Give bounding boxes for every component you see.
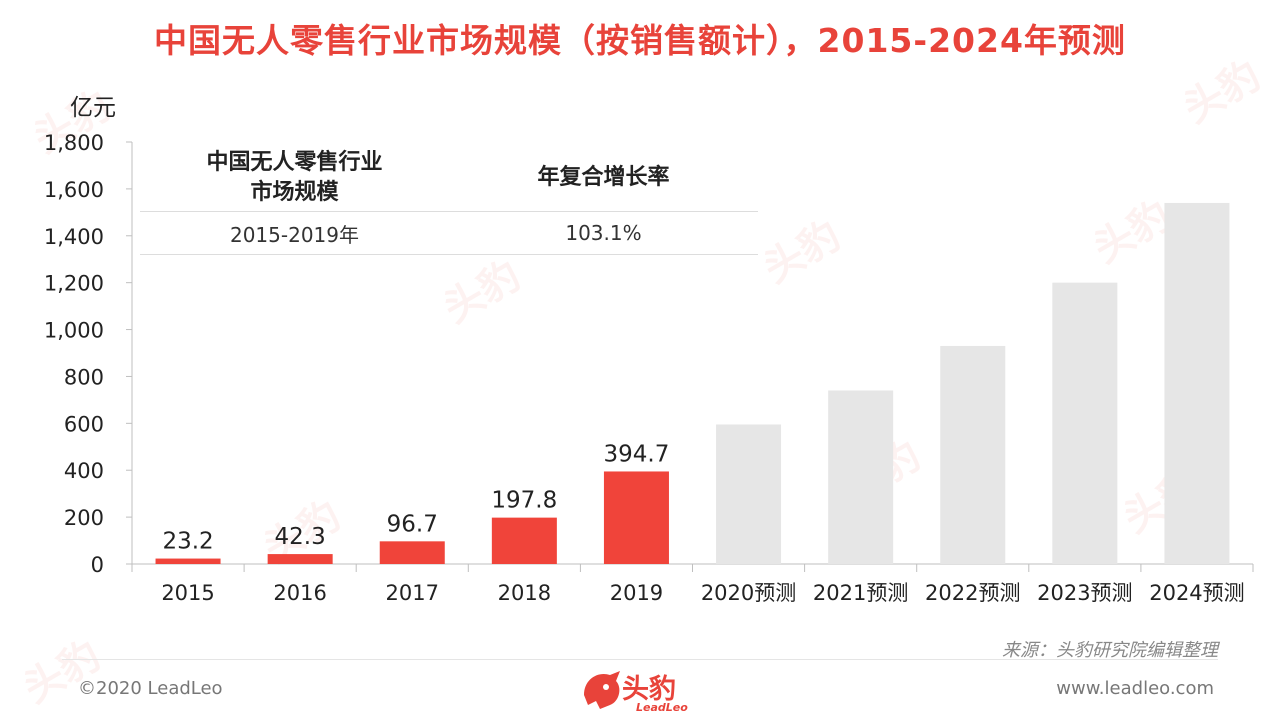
cagr-col2-header: 年复合增长率	[537, 165, 670, 190]
y-tick-label: 1,800	[44, 131, 104, 155]
source-note: 来源：头豹研究院编辑整理	[1002, 640, 1218, 661]
website-link[interactable]: www.leadleo.com	[1056, 678, 1214, 699]
x-category-label: 2022预测	[925, 581, 1020, 605]
y-tick-label: 1,000	[44, 319, 104, 343]
y-tick-label: 1,200	[44, 272, 104, 296]
forecast-bar	[1052, 282, 1118, 564]
x-category-label: 2019	[610, 581, 663, 605]
forecast-bar	[716, 424, 782, 564]
bar-value-label: 23.2	[162, 529, 213, 555]
actual-bar	[379, 541, 445, 564]
cagr-table-header: 中国无人零售行业 市场规模 年复合增长率	[140, 145, 758, 212]
x-category-label: 2023预测	[1037, 581, 1132, 605]
cagr-period: 2015-2019年	[229, 222, 359, 247]
bar-value-label: 197.8	[491, 488, 557, 514]
actual-bar	[491, 517, 557, 564]
forecast-bar	[828, 390, 894, 564]
actual-bar	[267, 554, 333, 564]
forecast-bar	[1164, 202, 1230, 564]
actual-bar	[603, 471, 669, 564]
logo-subtext: LeadLeo	[636, 701, 688, 714]
y-tick-label: 1,400	[44, 225, 104, 249]
bar-value-label: 96.7	[387, 511, 438, 537]
bar-chart: 0 200 400 600 800 1,000 1,200 1,400 1,600 1,800 23…	[44, 131, 1254, 605]
x-category-label: 2016	[273, 581, 326, 605]
y-tick-label: 0	[91, 553, 104, 577]
chart-title: 中国无人零售行业市场规模（按销售额计），2015-2024年预测	[154, 21, 1126, 60]
footer-divider	[62, 659, 1218, 660]
cagr-table-row: 2015-2019年 103.1%	[140, 212, 758, 255]
x-category-label: 2020预测	[701, 581, 796, 605]
x-category-label: 2021预测	[813, 581, 908, 605]
bar-value-label: 394.7	[604, 441, 670, 467]
x-category-label: 2018	[498, 581, 551, 605]
logo-text: 头豹	[622, 674, 676, 705]
actual-bar	[155, 558, 221, 564]
bar-value-label: 42.3	[275, 524, 326, 550]
leadleo-logo-icon	[584, 671, 620, 709]
y-tick-label: 1,600	[44, 178, 104, 202]
cagr-col1-header: 中国无人零售行业 市场规模	[206, 150, 383, 205]
cagr-summary-table: 中国无人零售行业 市场规模 年复合增长率 2015-2019年 103.1%	[140, 145, 758, 255]
y-tick-label: 800	[64, 365, 104, 389]
x-category-label: 2015	[161, 581, 214, 605]
y-tick-label: 400	[64, 459, 104, 483]
x-category-label: 2017	[386, 581, 439, 605]
copyright-text: ©2020 LeadLeo	[78, 678, 223, 699]
x-category-label: 2024预测	[1149, 581, 1244, 605]
y-tick-label: 200	[64, 506, 104, 530]
y-axis-unit: 亿元	[70, 95, 116, 121]
cagr-value: 103.1%	[565, 221, 642, 245]
y-tick-label: 600	[64, 412, 104, 436]
forecast-bar	[940, 345, 1006, 564]
